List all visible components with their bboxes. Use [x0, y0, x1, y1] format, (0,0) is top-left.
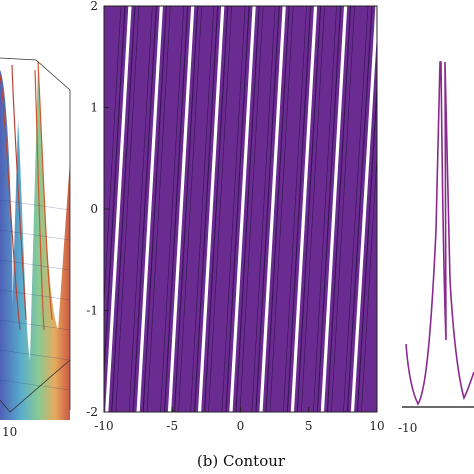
- contour-ridge: [259, 6, 286, 412]
- contour-line: [115, 6, 140, 412]
- surface-box-edges: [0, 57, 71, 413]
- y-tick-label: 0: [90, 202, 98, 216]
- surface-plot-panel: [0, 57, 71, 420]
- contour-line: [235, 6, 260, 412]
- contour-line: [225, 6, 250, 412]
- contour-x-axis: -10 -5 0 5 10: [94, 407, 385, 433]
- surface-mesh: [0, 199, 71, 391]
- contour-caption: (b) Contour: [197, 452, 286, 470]
- surface-peak-right: [34, 61, 53, 331]
- contour-line: [203, 6, 229, 412]
- contour-line: [190, 6, 215, 412]
- contour-ridge: [290, 6, 318, 412]
- contour-line: [269, 6, 294, 412]
- contour-line: [251, 6, 276, 412]
- x-tick-label: -10: [94, 419, 113, 433]
- contour-line: [221, 6, 246, 412]
- x-tick-label: 10: [369, 419, 384, 433]
- contour-line: [128, 6, 153, 412]
- contour-y-axis: 2 1 0 -1 -2: [86, 0, 109, 419]
- contour-line: [193, 6, 219, 412]
- contour-line: [343, 6, 369, 412]
- contour-line: [208, 6, 233, 412]
- surface-fill: [0, 65, 70, 420]
- contour-line: [283, 6, 307, 412]
- contour-ridge: [320, 6, 348, 412]
- left-panel-tick-label: 10: [2, 425, 17, 439]
- x-tick-label: -5: [166, 419, 178, 433]
- contour-ridge: [105, 6, 132, 412]
- contour-line: [296, 6, 322, 412]
- right-panel-tick-label: -10: [398, 421, 417, 435]
- contour-line: [301, 6, 325, 412]
- contour-ridge: [136, 6, 163, 412]
- x-tick-label: 5: [305, 419, 313, 433]
- contour-line: [313, 6, 337, 412]
- contour-line: [178, 6, 203, 412]
- surface-peak-left: [0, 64, 27, 331]
- contour-line: [255, 6, 280, 412]
- contour-ridge: [350, 6, 377, 412]
- contour-ridge: [197, 6, 225, 412]
- y-tick-label: -2: [86, 405, 98, 419]
- y-tick-label: 1: [90, 101, 98, 115]
- contour-line: [160, 6, 185, 412]
- contour-line: [173, 6, 199, 412]
- contour-line: [346, 6, 373, 412]
- contour-line: [111, 6, 136, 412]
- contour-line: [361, 148, 377, 412]
- contour-ridge: [167, 6, 195, 412]
- contour-line: [104, 6, 126, 383]
- contour-line: [142, 6, 167, 412]
- contour-line: [132, 6, 157, 412]
- contour-plot-panel: -10 -5 0 5 10 210-1-2: [86, 0, 385, 433]
- line-plot-panel: [402, 61, 474, 408]
- x-tick-label: 0: [237, 419, 245, 433]
- contour-line: [356, 78, 377, 412]
- contour-line: [265, 6, 290, 412]
- contour-line: [146, 6, 171, 412]
- contour-line: [163, 6, 189, 412]
- contour-line: [331, 6, 355, 412]
- y-tick-label: 2: [90, 0, 98, 13]
- contour-stripes: [104, 6, 377, 412]
- line-plot-curve: [405, 61, 474, 406]
- contour-ridge: [229, 6, 256, 412]
- contour-line: [104, 6, 122, 309]
- contour-line: [286, 6, 312, 412]
- contour-line: [326, 6, 352, 412]
- contour-line: [316, 6, 342, 412]
- y-tick-label: -1: [86, 304, 98, 318]
- contour-line: [239, 6, 264, 412]
